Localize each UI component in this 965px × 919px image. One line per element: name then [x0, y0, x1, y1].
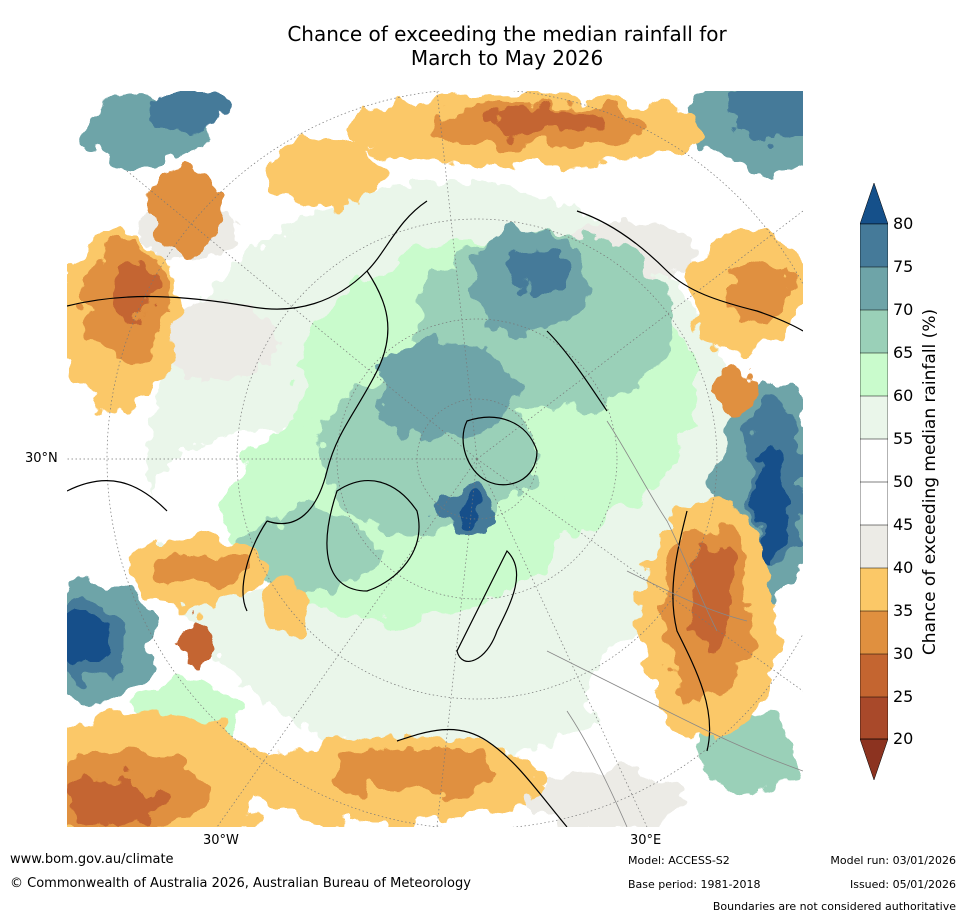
colorbar-band-75-80 — [860, 224, 888, 267]
graticule — [67, 91, 803, 827]
colorbar — [859, 182, 889, 781]
colorbar-band-60-65 — [860, 353, 888, 396]
colorbar-tick: 20 — [893, 729, 914, 748]
colorbar-tick: 35 — [893, 601, 914, 620]
coastlines — [67, 200, 803, 827]
map-canvas — [67, 91, 803, 827]
colorbar-label: Chance of exceeding median rainfall (%) — [920, 308, 940, 656]
colorbar-extend-top — [859, 182, 889, 225]
colorbar-tick: 80 — [893, 214, 914, 233]
footer-url[interactable]: www.bom.gov.au/climate — [10, 852, 174, 867]
dry-anomalies — [67, 96, 803, 827]
colorbar-tick: 40 — [893, 558, 914, 577]
footer-disclaimer: Boundaries are not considered authoritat… — [712, 900, 956, 913]
colorbar-tick: 75 — [893, 257, 914, 276]
footer-copyright: © Commonwealth of Australia 2026, Austra… — [10, 876, 471, 891]
colorbar-band-55-60 — [860, 396, 888, 439]
colorbar-band-70-75 — [860, 267, 888, 310]
wet-anomalies — [67, 91, 803, 791]
colorbar-tick: 50 — [893, 472, 914, 491]
title-line-1: Chance of exceeding the median rainfall … — [287, 22, 727, 46]
footer-issued: Issued: 05/01/2026 — [849, 878, 956, 891]
colorbar-band-45-50 — [860, 482, 888, 525]
colorbar-band-25-30 — [860, 654, 888, 697]
map-title: Chance of exceeding the median rainfall … — [0, 22, 965, 70]
footer-base-period: Base period: 1981-2018 — [628, 878, 761, 891]
footer-model-run: Model run: 03/01/2026 — [830, 854, 956, 867]
country-borders — [546, 420, 803, 827]
colorbar-band-65-70 — [860, 310, 888, 353]
colorbar-band-50-55 — [860, 439, 888, 482]
lat-label-30n: 30°N — [25, 451, 58, 466]
footer-model: Model: ACCESS-S2 — [628, 854, 730, 867]
colorbar-tick: 70 — [893, 300, 914, 319]
lon-label-30e: 30°E — [630, 833, 662, 848]
colorbar-band-30-35 — [860, 611, 888, 654]
lon-label-30w: 30°W — [203, 833, 239, 848]
colorbar-extend-bottom — [859, 738, 889, 781]
colorbar-tick: 45 — [893, 515, 914, 534]
colorbar-svg — [859, 182, 889, 781]
colorbar-band-20-25 — [860, 697, 888, 739]
colorbar-tick: 65 — [893, 343, 914, 362]
colorbar-tick: 55 — [893, 429, 914, 448]
rainfall-map — [67, 91, 803, 827]
title-line-2: March to May 2026 — [410, 46, 604, 70]
colorbar-tick: 60 — [893, 386, 914, 405]
colorbar-band-35-40 — [860, 568, 888, 611]
colorbar-tick: 25 — [893, 687, 914, 706]
colorbar-tick: 30 — [893, 644, 914, 663]
colorbar-band-40-45 — [860, 525, 888, 568]
